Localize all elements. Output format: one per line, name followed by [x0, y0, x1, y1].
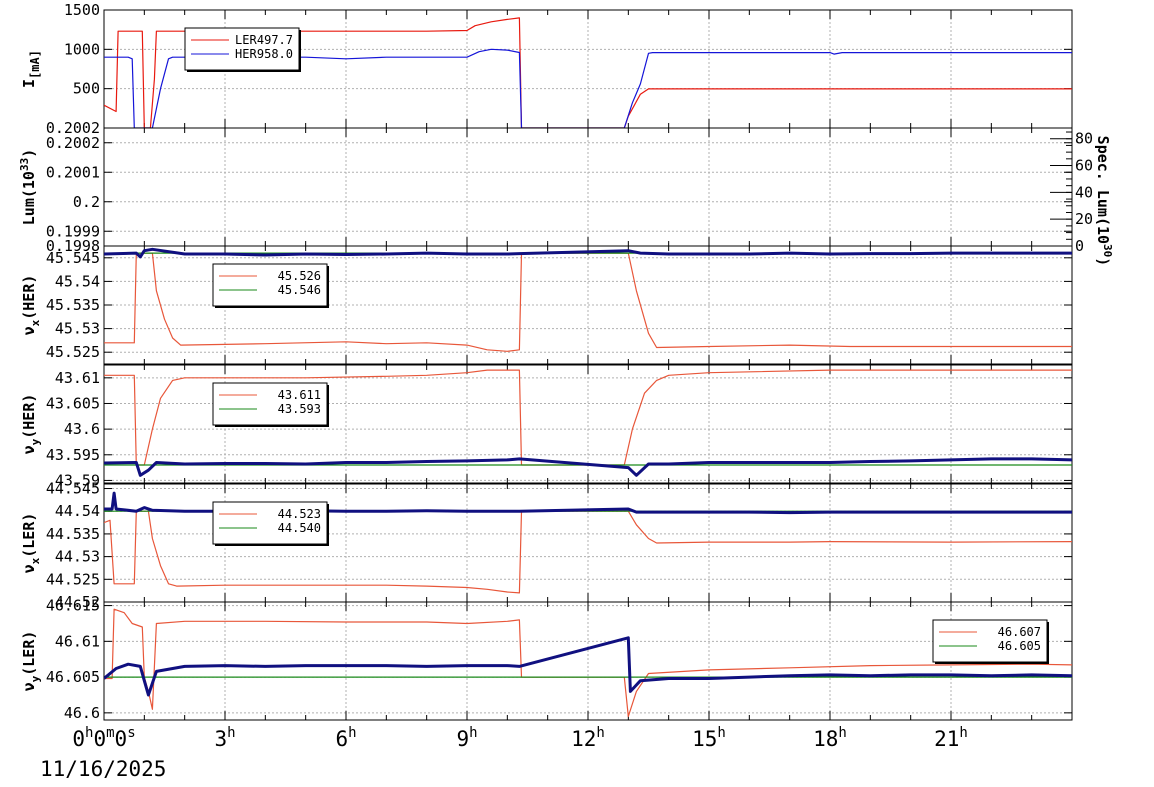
series-nux_her-set	[104, 252, 1072, 352]
series-nux_her-measured	[104, 247, 1072, 259]
right-y-tick-label: 80	[1075, 130, 1093, 148]
y-axis-label: νx(LER)	[20, 513, 42, 574]
y-axis-label: νy(HER)	[20, 394, 42, 455]
y-axis-label: Lum(1033)	[18, 149, 38, 225]
legend-value: 43.611	[278, 388, 321, 402]
right-y-tick-label: 0	[1075, 237, 1084, 255]
y-tick-label: 46.615	[46, 597, 100, 615]
series-nuy_her-set	[104, 369, 1072, 466]
x-tick-label: 21h	[934, 725, 968, 751]
legend-value: 497.7	[257, 33, 293, 47]
x-tick-label: 12h	[571, 725, 605, 751]
x-axis: 0h0m0s 3h 6h 9h 12h 15h 18h 21h	[72, 725, 968, 751]
y-tick-label: 45.535	[46, 296, 100, 314]
legend-value: 44.523	[278, 507, 321, 521]
x-tick-label: 6h	[335, 725, 356, 751]
y-tick-label: 45.545	[46, 249, 100, 267]
y-tick-label: 0.1998	[46, 237, 100, 255]
series-nuy_her-measured	[104, 457, 1072, 477]
y-tick-label: 43.605	[46, 394, 100, 412]
y-tick-label: 0.2002	[46, 134, 100, 152]
legend-value: 44.540	[278, 521, 321, 535]
panel-nux_ler: 44.52 44.525 44.53 44.535 44.54 44.545νx(LER)…	[20, 480, 1073, 611]
legend-value: 45.546	[278, 283, 321, 297]
x-tick-label: 0h0m0s	[72, 725, 135, 751]
y-tick-label: 1000	[64, 40, 100, 58]
series-group	[104, 17, 1072, 128]
legend-name: HER	[235, 47, 257, 61]
series-current-LER	[104, 17, 1072, 128]
date-label: 11/16/2025	[40, 757, 166, 781]
legend-value: 43.593	[278, 402, 321, 416]
y-tick-label: 44.535	[46, 525, 100, 543]
legend-box	[932, 619, 1048, 663]
series-group	[104, 247, 1072, 352]
y-tick-label: 44.525	[46, 570, 100, 588]
y-tick-label: 46.61	[55, 632, 100, 650]
right-y-tick-label: 20	[1075, 210, 1093, 228]
y-tick-label: 45.53	[55, 320, 100, 338]
y-tick-label: 45.54	[55, 272, 100, 290]
y-tick-label: 46.6	[64, 704, 100, 722]
y-tick-label: 44.53	[55, 548, 100, 566]
panel-nuy_her: 43.59 43.595 43.6 43.605 43.61 νy(HER) 43.6114…	[20, 364, 1073, 489]
right-y-tick-label: 60	[1075, 157, 1093, 175]
legend-value: 958.0	[257, 47, 293, 61]
right-axis-label: Spec. Lum(1030)	[1094, 136, 1114, 267]
y-tick-label: 43.6	[64, 420, 100, 438]
legend-box	[184, 27, 300, 71]
y-tick-label: 44.545	[46, 480, 100, 498]
series-nuy_ler-measured	[104, 636, 1072, 697]
legend-name: LER	[235, 33, 257, 47]
legend-box	[212, 382, 328, 426]
legend-box	[212, 263, 328, 307]
y-tick-label: 46.605	[46, 668, 100, 686]
legend-box	[212, 501, 328, 545]
y-tick-label: 44.52	[55, 593, 100, 611]
series-nuy_ler-set	[104, 608, 1072, 717]
y-tick-label: 0.2001	[46, 163, 100, 181]
x-tick-label: 3h	[214, 725, 235, 751]
x-tick-label: 9h	[456, 725, 477, 751]
x-tick-label: 15h	[692, 725, 726, 751]
y-tick-label: 44.54	[55, 502, 100, 520]
y-tick-label: 43.61	[55, 369, 100, 387]
y-axis-label: νy(LER)	[20, 631, 42, 692]
y-axis-label: νx(HER)	[20, 275, 42, 336]
x-tick-label: 18h	[813, 725, 847, 751]
series-group	[104, 369, 1072, 477]
y-tick-label: 45.525	[46, 343, 100, 361]
legend-value: 46.605	[998, 639, 1041, 653]
y-axis-label: I[mA]	[20, 50, 42, 88]
series-current-HER	[104, 48, 1072, 128]
right-y-tick-label: 40	[1075, 183, 1093, 201]
y-tick-label: 0.2002	[46, 119, 100, 137]
y-tick-label: 43.595	[46, 446, 100, 464]
y-tick-label: 0.1999	[46, 222, 100, 240]
series-group	[104, 608, 1072, 717]
series-nux_ler-measured	[104, 491, 1072, 515]
y-tick-label: 500	[73, 80, 100, 98]
legend-value: 46.607	[998, 625, 1041, 639]
y-tick-label: 43.59	[55, 471, 100, 489]
y-tick-label: 1500	[64, 1, 100, 19]
legend-value: 45.526	[278, 269, 321, 283]
y-tick-label: 0.2	[73, 193, 100, 211]
